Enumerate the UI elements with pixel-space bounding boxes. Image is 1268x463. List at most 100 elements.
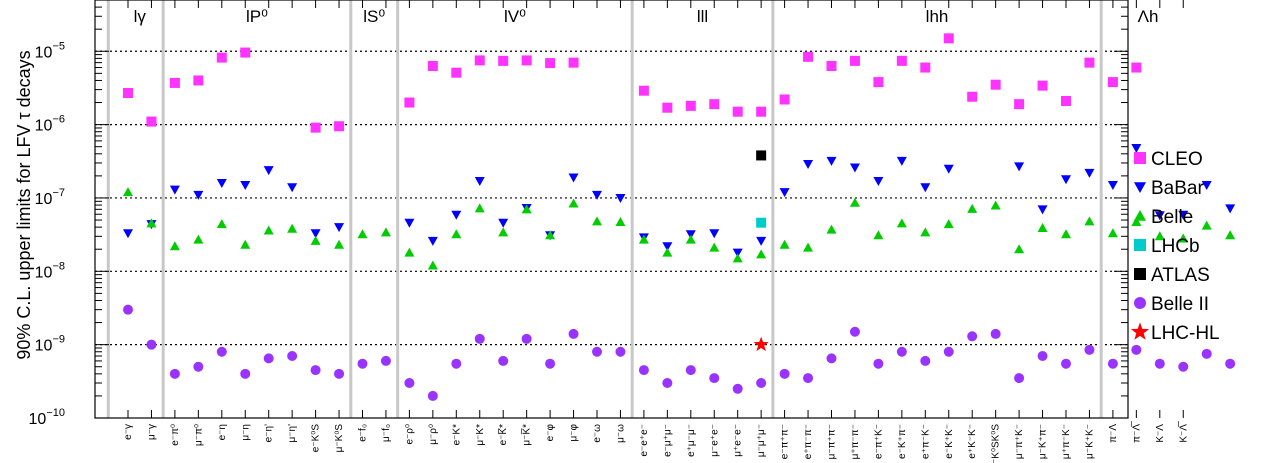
- data-point-cleo: [709, 99, 720, 110]
- data-point-babar: [310, 229, 321, 239]
- x-tick-label: e⁻π⁺K⁻: [873, 424, 884, 459]
- x-tick-label: μ⁻K⁺K⁻: [1084, 424, 1095, 459]
- y-axis: 10−10 10−9 10−8 10−7 10−6 10−5: [29, 0, 1128, 428]
- x-tick-label: e⁻η': [264, 424, 275, 442]
- data-point-belle-ii: [615, 346, 626, 357]
- data-point-belle: [1061, 229, 1071, 239]
- data-point-belle-ii: [1154, 358, 1165, 369]
- data-point-babar: [427, 236, 438, 246]
- x-tick-label: μ⁻K*: [475, 424, 486, 446]
- data-point-belle: [826, 224, 837, 234]
- x-tick-label: μ⁻φ: [569, 423, 580, 441]
- data-point-belle-ii: [427, 390, 438, 401]
- legend-label: LHCb: [1151, 236, 1200, 257]
- data-point-belle: [498, 227, 509, 237]
- x-tick-label: μ⁻π⁺K⁻: [1014, 424, 1025, 459]
- data-point-belle: [662, 247, 673, 257]
- data-point-belle: [240, 239, 251, 249]
- data-point-cleo: [193, 75, 204, 86]
- data-point-belle-ii: [545, 358, 556, 369]
- x-tick-label: e⁻K*: [451, 424, 462, 446]
- x-tick-label: μ⁻η': [287, 424, 298, 443]
- data-point-babar: [756, 236, 767, 246]
- data-point-cleo: [849, 55, 860, 66]
- data-point-belle: [193, 234, 204, 244]
- x-tick-label: e⁻ρ⁰: [404, 424, 415, 445]
- data-point-belle-ii: [1037, 351, 1048, 362]
- x-tick-label: μ⁺π⁻K⁻: [1061, 424, 1072, 459]
- x-tick-label: μ⁻ω: [615, 424, 626, 443]
- data-point-cleo: [310, 122, 321, 133]
- data-point-cleo: [1061, 95, 1071, 106]
- data-point-belle-ii: [709, 373, 720, 384]
- data-point-cleo: [803, 51, 814, 62]
- x-tick-label: e⁻K⁰S: [311, 424, 322, 453]
- data-point-babar: [943, 164, 954, 174]
- data-point-belle-ii: [1178, 361, 1189, 372]
- data-point-cleo: [756, 106, 767, 117]
- x-tick-label: e⁻K⁺K⁻: [944, 424, 955, 459]
- x-tick-label: e⁻φ: [545, 423, 556, 441]
- data-point-belle: [216, 219, 227, 229]
- data-point-belle: [474, 203, 485, 213]
- data-point-belle: [310, 235, 321, 245]
- data-point-belle: [287, 223, 298, 233]
- data-point-cleo: [990, 79, 1001, 90]
- data-point-belle: [873, 230, 884, 240]
- data-point-belle-ii: [146, 339, 157, 350]
- x-tick-label: μ⁻μ⁺μ⁻: [756, 424, 767, 457]
- data-point-belle-ii: [638, 365, 649, 376]
- data-point-babar: [779, 188, 790, 198]
- data-point-cleo: [334, 121, 345, 132]
- data-point-belle-ii: [1061, 358, 1071, 369]
- data-point-cleo: [1107, 77, 1118, 88]
- data-point-belle: [334, 239, 345, 249]
- data-point-belle: [896, 218, 907, 228]
- data-point-belle-ii: [685, 365, 696, 376]
- data-point-belle-ii: [193, 361, 204, 372]
- data-point-babar: [474, 177, 485, 187]
- data-point-belle-ii: [474, 333, 485, 344]
- x-tick-label: e⁻e⁺e⁻: [639, 424, 650, 457]
- data-point-lhc-hl: [753, 336, 769, 352]
- data-points: [123, 33, 1236, 401]
- data-point-belle: [1107, 228, 1118, 238]
- legend-marker: [1134, 268, 1146, 280]
- grid-lines: [95, 50, 1128, 346]
- data-point-belle: [592, 216, 602, 226]
- data-point-babar: [1225, 204, 1236, 214]
- data-point-belle-ii: [451, 358, 462, 369]
- x-tick-label: e⁺π⁻π⁻: [803, 424, 814, 459]
- data-point-babar: [592, 190, 602, 200]
- data-point-cleo: [638, 85, 649, 96]
- data-point-babar: [803, 160, 814, 170]
- data-point-cleo: [967, 91, 978, 102]
- data-point-belle: [169, 241, 180, 251]
- y-tick-label: 10−10: [29, 407, 65, 428]
- data-point-belle: [1014, 244, 1025, 254]
- data-point-babar: [216, 178, 227, 188]
- data-point-babar: [263, 166, 274, 176]
- group-separators: [106, 0, 1103, 418]
- data-point-babar: [896, 156, 907, 166]
- x-tick-label: μ⁻π⁰: [193, 424, 204, 446]
- data-point-cleo: [123, 87, 133, 98]
- data-point-belle-ii: [592, 346, 602, 357]
- data-point-cleo: [169, 77, 180, 88]
- data-point-belle-ii: [521, 333, 532, 344]
- data-point-cleo: [896, 55, 907, 66]
- data-point-belle: [732, 253, 743, 263]
- x-tick-label: μ⁺e⁻e⁻: [733, 424, 744, 457]
- data-point-babar: [334, 223, 345, 233]
- data-point-babar: [1084, 168, 1095, 178]
- data-point-lhcb: [756, 217, 767, 228]
- data-point-babar: [1037, 205, 1048, 215]
- y-axis-label: 90% C.L. upper limits for LFV τ decays: [14, 50, 34, 359]
- x-tick-label: K⁻Λ̅: [1177, 421, 1189, 443]
- data-point-belle-ii: [357, 358, 368, 369]
- data-point-babar: [873, 177, 884, 187]
- x-tick-label: π⁻Λ̅: [1130, 421, 1142, 443]
- data-point-belle: [123, 187, 133, 197]
- data-point-cleo: [404, 97, 415, 108]
- data-point-belle-ii: [779, 368, 790, 379]
